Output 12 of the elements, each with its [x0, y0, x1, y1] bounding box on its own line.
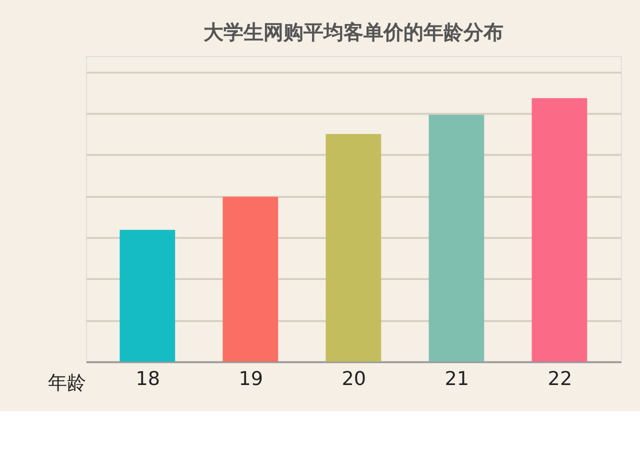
chart-title: 大学生网购平均客单价的年龄分布	[203, 20, 504, 44]
x-axis-title: 年龄	[48, 370, 86, 394]
x-tick-label: 18	[136, 367, 160, 390]
bar	[532, 98, 588, 362]
bar	[326, 134, 382, 362]
bar	[222, 196, 278, 362]
x-tick-label: 22	[548, 367, 572, 390]
x-tick-label: 21	[444, 367, 470, 390]
bar	[120, 230, 176, 362]
bar	[428, 114, 484, 362]
x-tick-label: 19	[238, 367, 264, 390]
x-tick-label: 20	[342, 367, 366, 390]
